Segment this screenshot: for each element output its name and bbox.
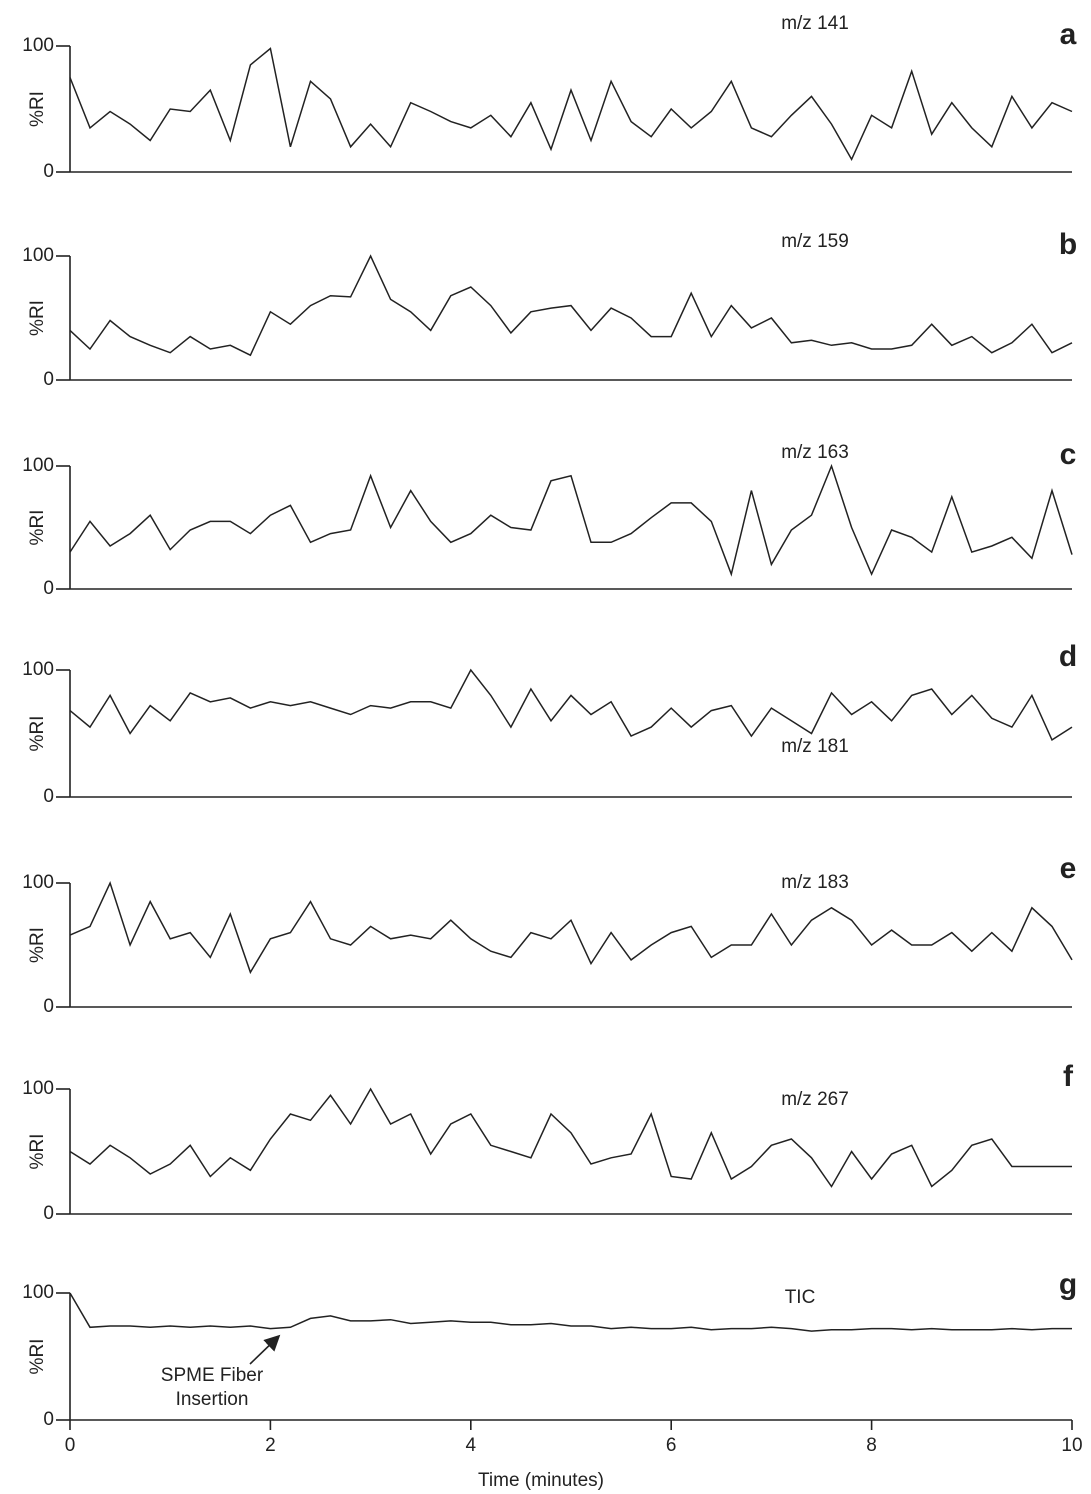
panel: 0 100 %RI m/z 267 f [22,1060,1074,1224]
annotation: m/z 141 [781,13,849,34]
trace [69,254,1073,357]
y-tick-label: 0 [43,996,54,1017]
annotation-arrow [249,1334,281,1365]
arrow-annotation: SPME Fiber [161,1365,264,1386]
panel: 0 100 %RI TIC g 0 2 4 6 8 10 Time (minutes) SPME Fib… [22,1268,1082,1491]
annotation: m/z 267 [781,1089,849,1110]
x-axis-label: Time (minutes) [478,1470,604,1491]
panel-letter: e [1060,852,1077,885]
trace [69,668,1073,741]
panel: 0 100 %RI m/z 183 e [22,852,1076,1017]
y-tick-label: 100 [22,659,54,680]
trace [69,463,1073,577]
trace [69,1087,1072,1188]
annotation: m/z 163 [781,442,849,463]
y-axis-label: %RI [27,1339,48,1375]
y-tick-label: 100 [22,455,54,476]
y-tick-label: 0 [43,1203,54,1224]
panel-letter: d [1059,640,1077,673]
y-tick-label: 100 [22,1078,54,1099]
panel-letter: c [1060,438,1077,471]
annotation: m/z 183 [781,872,849,893]
y-tick-label: 100 [22,35,54,56]
panel-letter: g [1059,1268,1077,1301]
y-axis-label: %RI [27,716,48,752]
y-axis-label: %RI [27,1134,48,1170]
y-tick-label: 100 [22,1282,54,1303]
panel: 0 100 %RI m/z 159 b [22,228,1077,390]
panel-letter: b [1059,228,1077,261]
y-tick-label: 0 [43,369,54,390]
panel: 0 100 %RI m/z 181 d [22,640,1077,807]
x-tick-label: 2 [265,1435,276,1456]
y-tick-label: 0 [43,1409,54,1430]
y-tick-label: 100 [22,872,54,893]
trace [69,880,1073,975]
annotation: TIC [785,1287,816,1308]
y-tick-label: 0 [43,578,54,599]
y-axis-label: %RI [27,300,48,336]
y-axis-label: %RI [27,91,48,127]
panel-letter: f [1063,1060,1074,1093]
x-tick-label: 6 [666,1435,677,1456]
y-axis-label: %RI [27,510,48,546]
x-tick-label: 0 [65,1435,76,1456]
y-tick-label: 0 [43,786,54,807]
x-tick-label: 10 [1061,1435,1082,1456]
trace [69,1292,1072,1332]
panel-letter: a [1060,18,1077,51]
x-tick-label: 4 [466,1435,477,1456]
y-tick-label: 100 [22,245,54,266]
x-tick-label: 8 [866,1435,877,1456]
annotation: m/z 159 [781,231,849,252]
annotation: m/z 181 [781,736,849,757]
y-axis-label: %RI [27,927,48,963]
panel: 0 100 %RI m/z 163 c [22,438,1076,599]
arrow-annotation: Insertion [176,1389,249,1410]
trace [69,47,1073,162]
panel: 0 100 %RI m/z 141 a [22,13,1076,182]
y-tick-label: 0 [43,161,54,182]
